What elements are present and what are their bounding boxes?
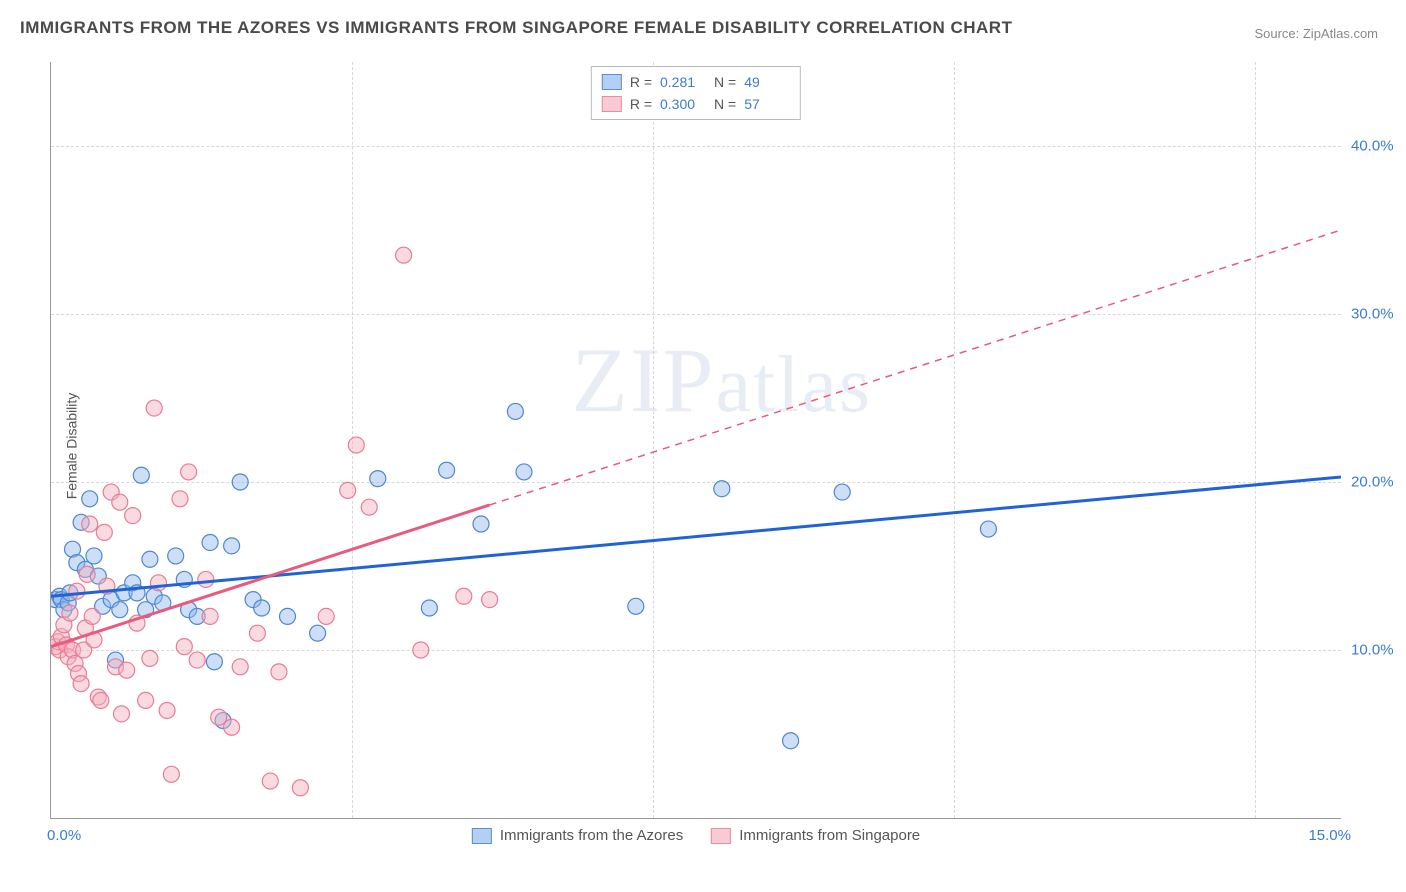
r-label: R = — [630, 71, 652, 93]
legend-label-azores: Immigrants from the Azores — [500, 827, 683, 844]
swatch-singapore — [602, 96, 622, 112]
swatch-azores — [472, 828, 492, 844]
y-tick-label: 30.0% — [1351, 306, 1401, 323]
chart-svg — [51, 62, 1341, 818]
n-label: N = — [714, 71, 736, 93]
legend-bottom: Immigrants from the Azores Immigrants fr… — [472, 827, 920, 844]
n-value-singapore: 57 — [744, 93, 790, 115]
r-label: R = — [630, 93, 652, 115]
r-value-singapore: 0.300 — [660, 93, 706, 115]
n-label: N = — [714, 93, 736, 115]
legend-row-azores: R = 0.281 N = 49 — [602, 71, 790, 93]
y-tick-label: 20.0% — [1351, 474, 1401, 491]
chart-title: IMMIGRANTS FROM THE AZORES VS IMMIGRANTS… — [20, 18, 1012, 38]
plot-area: ZIPatlas R = 0.281 N = 49 R = 0.300 N = … — [50, 62, 1341, 819]
source-label: Source: ZipAtlas.com — [1254, 26, 1378, 41]
legend-item-azores: Immigrants from the Azores — [472, 827, 683, 844]
n-value-azores: 49 — [744, 71, 790, 93]
legend-top: R = 0.281 N = 49 R = 0.300 N = 57 — [591, 66, 801, 120]
y-tick-label: 40.0% — [1351, 138, 1401, 155]
y-tick-label: 10.0% — [1351, 642, 1401, 659]
swatch-azores — [602, 74, 622, 90]
r-value-azores: 0.281 — [660, 71, 706, 93]
x-tick-max: 15.0% — [1308, 827, 1351, 844]
swatch-singapore — [711, 828, 731, 844]
legend-row-singapore: R = 0.300 N = 57 — [602, 93, 790, 115]
legend-item-singapore: Immigrants from Singapore — [711, 827, 920, 844]
legend-label-singapore: Immigrants from Singapore — [739, 827, 920, 844]
x-tick-min: 0.0% — [47, 827, 81, 844]
